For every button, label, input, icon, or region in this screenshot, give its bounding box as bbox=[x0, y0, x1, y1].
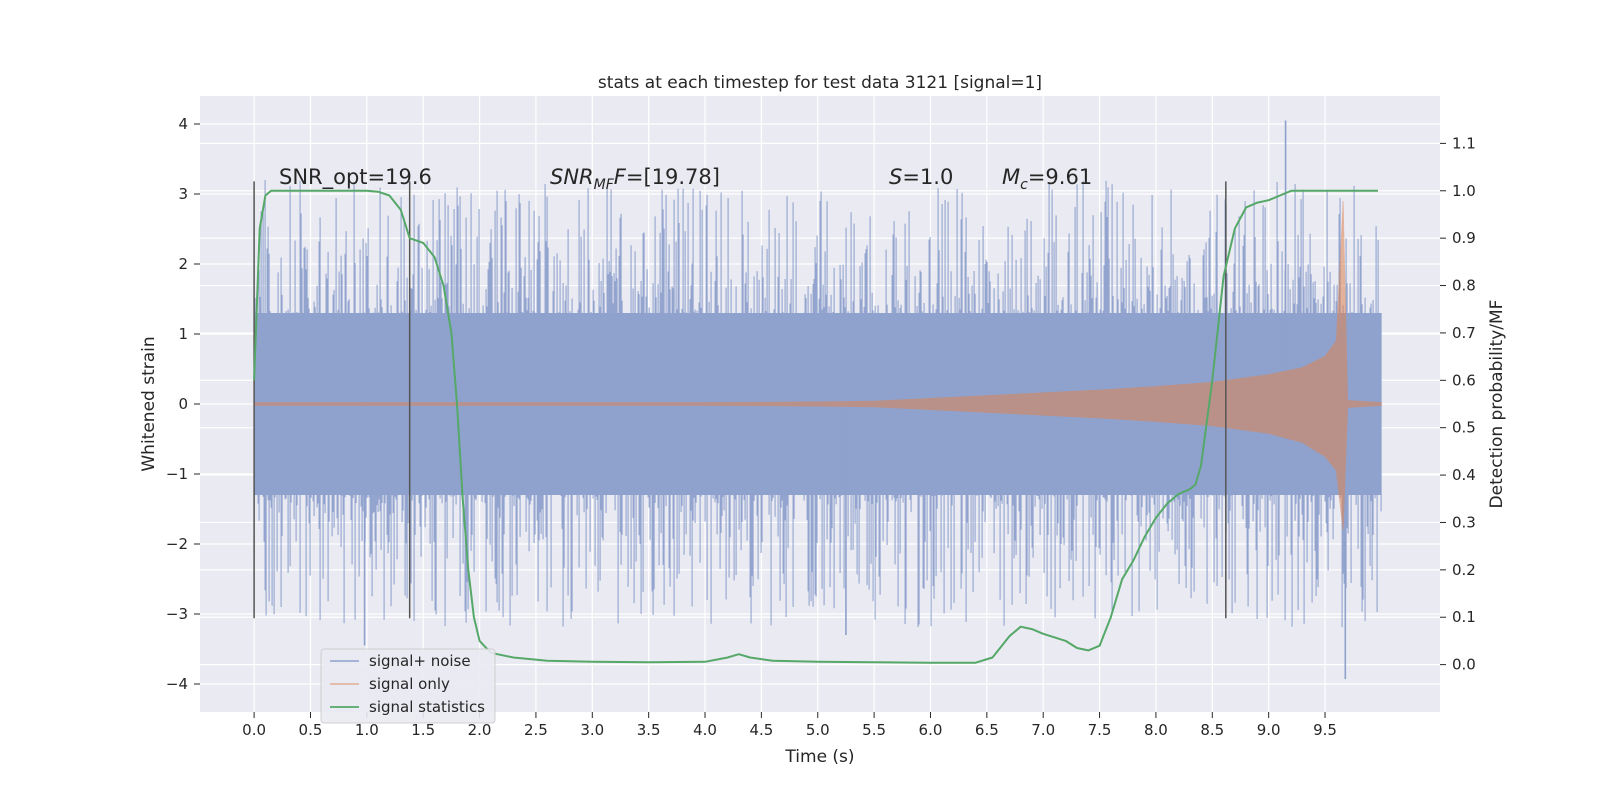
y2-tick-label: 1.1 bbox=[1452, 134, 1476, 152]
y2-tick-label: 0.3 bbox=[1452, 513, 1476, 531]
x-tick-label: 9.0 bbox=[1257, 721, 1281, 739]
y-axis-label: Whitened strain bbox=[139, 336, 159, 471]
axis-ticks: 0.0 0.5 1.0 1.5 2.0 2.5 3.0 3.5 4.0 4.5 5.0 5.5 6.0 6… bbox=[166, 115, 1476, 739]
x-tick-label: 3.0 bbox=[580, 721, 604, 739]
annotation-s: S=1.0 bbox=[889, 165, 953, 189]
y-tick-label: −3 bbox=[166, 605, 188, 623]
statistics-line bbox=[253, 189, 1378, 664]
x-tick-label: 8.5 bbox=[1200, 721, 1224, 739]
x-tick-label: 1.5 bbox=[411, 721, 435, 739]
chart-title: stats at each timestep for test data 312… bbox=[598, 73, 1042, 93]
y-tick-label: 3 bbox=[178, 185, 188, 203]
annotation-snr-opt: SNR_opt=19.6 bbox=[279, 165, 432, 190]
vertical-markers bbox=[253, 181, 1227, 619]
y2-tick-label: 0.6 bbox=[1452, 371, 1476, 389]
y-tick-label: −4 bbox=[166, 675, 188, 693]
series-signal-only bbox=[253, 200, 1382, 531]
y2-tick-label: 0.2 bbox=[1452, 561, 1476, 579]
x-tick-label: 9.5 bbox=[1313, 721, 1337, 739]
x-tick-label: 0.0 bbox=[242, 721, 266, 739]
y2-tick-label: 0.5 bbox=[1452, 419, 1476, 437]
legend-label-statistics: signal statistics bbox=[369, 698, 485, 716]
x-tick-label: 7.5 bbox=[1088, 721, 1112, 739]
annotation-snr-mf: SNRMFF=[19.78] bbox=[550, 165, 720, 193]
y2-tick-label: 0.4 bbox=[1452, 466, 1476, 484]
y2-tick-label: 1.0 bbox=[1452, 182, 1476, 200]
legend-label-signal: signal only bbox=[369, 675, 450, 693]
x-axis-label: Time (s) bbox=[784, 747, 854, 767]
y-tick-label: −1 bbox=[166, 465, 188, 483]
y-tick-label: 1 bbox=[178, 325, 188, 343]
x-tick-label: 5.5 bbox=[862, 721, 886, 739]
y-tick-label: 0 bbox=[178, 395, 188, 413]
y-tick-label: 4 bbox=[178, 115, 188, 133]
y2-tick-label: 0.1 bbox=[1452, 608, 1476, 626]
x-tick-label: 2.0 bbox=[468, 721, 492, 739]
x-tick-label: 7.0 bbox=[1031, 721, 1055, 739]
annotation-mc: Mc=9.61 bbox=[1002, 165, 1092, 193]
x-tick-label: 6.5 bbox=[975, 721, 999, 739]
x-tick-label: 0.5 bbox=[299, 721, 323, 739]
x-tick-label: 4.0 bbox=[693, 721, 717, 739]
x-tick-label: 3.5 bbox=[637, 721, 661, 739]
x-tick-label: 1.0 bbox=[355, 721, 379, 739]
x-tick-label: 2.5 bbox=[524, 721, 548, 739]
series-signal-statistics bbox=[253, 189, 1378, 664]
y-tick-label: 2 bbox=[178, 255, 188, 273]
x-tick-label: 6.0 bbox=[919, 721, 943, 739]
y2-axis-label: Detection probability/MF bbox=[1487, 300, 1507, 509]
signal-envelope bbox=[253, 200, 1382, 531]
x-tick-label: 5.0 bbox=[806, 721, 830, 739]
legend-label-noise: signal+ noise bbox=[369, 652, 471, 670]
y-tick-label: −2 bbox=[166, 535, 188, 553]
legend: signal+ noise signal only signal statist… bbox=[320, 648, 496, 724]
legend-box bbox=[320, 648, 496, 724]
y2-tick-label: 0.9 bbox=[1452, 229, 1476, 247]
x-tick-label: 4.5 bbox=[749, 721, 773, 739]
y2-tick-label: 0.8 bbox=[1452, 277, 1476, 295]
y2-tick-label: 0.0 bbox=[1452, 656, 1476, 674]
y2-tick-label: 0.7 bbox=[1452, 324, 1476, 342]
x-tick-label: 8.0 bbox=[1144, 721, 1168, 739]
